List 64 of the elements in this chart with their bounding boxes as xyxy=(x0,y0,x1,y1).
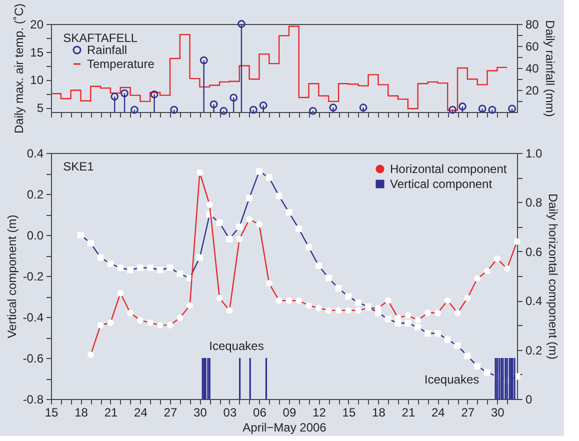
x-tick-label: 30 xyxy=(490,406,505,420)
y-tick-label: 20 xyxy=(30,18,44,32)
y-tick-label: -0.8 xyxy=(22,392,44,406)
x-tick-label: 21 xyxy=(402,406,416,420)
point xyxy=(359,104,368,112)
y-axis-title: Vertical component (m) xyxy=(4,214,19,338)
y2-tick-label: 0.4 xyxy=(526,294,543,308)
annotation: Icequakes xyxy=(209,339,264,354)
x-tick-label: 03 xyxy=(223,406,237,420)
x-tick-label: 09 xyxy=(282,406,296,420)
annotation: SKE1 xyxy=(63,160,94,174)
y-tick-label: 10 xyxy=(30,73,44,88)
legend-label: Temperature xyxy=(87,57,155,71)
y-tick-label: 0.2 xyxy=(26,188,44,202)
x-tick-label: 24 xyxy=(134,406,148,420)
point xyxy=(308,106,317,115)
point xyxy=(259,101,268,110)
x-tick-label: 12 xyxy=(312,406,326,420)
y2-tick-label: 40 xyxy=(526,62,540,76)
y2-axis-title: Daily rainfall (mm) xyxy=(542,20,557,117)
y-tick-label: 5 xyxy=(36,101,44,116)
point xyxy=(170,106,178,114)
x-tick-label: 18 xyxy=(372,406,386,420)
x-tick-label: 18 xyxy=(74,406,88,420)
point xyxy=(478,104,486,113)
point xyxy=(329,104,338,112)
y2-tick-label: 60 xyxy=(526,40,540,54)
x-tick-label: 27 xyxy=(164,406,178,420)
legend-label: Vertical component xyxy=(390,177,493,191)
x-tick-label: 15 xyxy=(342,406,356,420)
y2-tick-label: 0.2 xyxy=(526,343,543,358)
x-tick-label: 24 xyxy=(432,406,446,420)
y2-tick-label: 20 xyxy=(526,84,540,98)
point xyxy=(508,104,516,113)
y2-tick-label: 80 xyxy=(526,18,540,32)
point xyxy=(220,106,228,115)
y-tick-label: -0.2 xyxy=(22,270,44,284)
legend-label: Rainfall xyxy=(87,43,128,57)
y-axis-title: Daily max. air temp. (˚C) xyxy=(12,3,26,134)
x-tick-label: 21 xyxy=(104,406,118,420)
y-tick-label: 0.4 xyxy=(26,146,44,160)
point xyxy=(210,100,218,108)
y2-tick-label: 0.6 xyxy=(526,244,543,259)
point xyxy=(458,102,466,110)
x-axis-title: April−May 2006 xyxy=(242,420,327,434)
y-tick-label: 0.0 xyxy=(26,228,44,242)
point xyxy=(130,106,138,114)
point xyxy=(249,106,258,114)
y-tick-label: 15 xyxy=(30,45,44,60)
point xyxy=(448,106,456,114)
y2-tick-label: 1.0 xyxy=(526,146,543,160)
y2-axis-title: Daily horizontal component (m) xyxy=(546,193,560,360)
y-tick-label: -0.4 xyxy=(22,310,44,324)
x-tick-label: 15 xyxy=(44,406,58,420)
point xyxy=(488,106,496,114)
x-tick-label: 27 xyxy=(461,406,475,420)
y2-tick-label: 0.8 xyxy=(526,196,543,210)
x-tick-label: 30 xyxy=(194,406,208,420)
y-tick-label: -0.6 xyxy=(22,352,44,366)
y2-tick-label: 0 xyxy=(526,392,532,406)
x-tick-label: 06 xyxy=(253,406,267,420)
annotation: Icequakes xyxy=(424,372,480,386)
annotation: SKAFTAFELL xyxy=(63,30,138,45)
legend-label: Horizontal component xyxy=(390,162,508,176)
